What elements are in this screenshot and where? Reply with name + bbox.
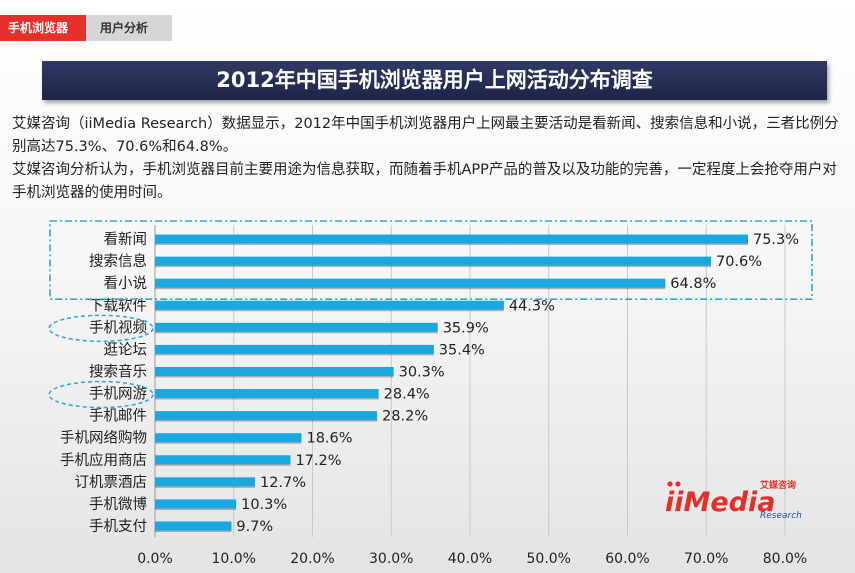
x-tick-label: 40.0% xyxy=(448,551,492,567)
category-label: 手机微博 xyxy=(89,496,147,513)
chart-bars xyxy=(155,234,748,532)
category-label: 订机票酒店 xyxy=(75,474,148,491)
bar xyxy=(155,366,394,376)
x-tick-label: 80.0% xyxy=(763,551,807,567)
logo-cn-text: 艾媒咨询 xyxy=(760,479,796,491)
bar xyxy=(155,256,711,266)
bar xyxy=(155,389,379,399)
x-tick-label: 30.0% xyxy=(369,551,413,567)
category-label: 手机邮件 xyxy=(89,408,147,425)
description-paragraph-2: 艾媒咨询分析认为，手机浏览器目前主要用途为信息获取，而随着手机APP产品的普及以… xyxy=(12,162,837,201)
category-label: 看新闻 xyxy=(104,231,148,248)
x-tick-label: 60.0% xyxy=(605,551,649,567)
category-label: 下载软件 xyxy=(89,297,147,314)
logo-sub-text: Research xyxy=(760,511,802,521)
value-label: 75.3% xyxy=(753,232,799,248)
bar xyxy=(155,499,237,509)
description-paragraph-1: 艾媒咨询（iiMedia Research）数据显示，2012年中国手机浏览器用… xyxy=(12,116,839,155)
chart-category-labels: 看新闻搜索信息看小说下载软件手机视频逛论坛搜索音乐手机网游手机邮件手机网络购物手… xyxy=(60,231,147,535)
x-tick-label: 10.0% xyxy=(212,551,256,567)
bar xyxy=(155,300,504,310)
bar xyxy=(155,344,434,354)
category-label: 看小说 xyxy=(104,275,148,292)
value-label: 28.2% xyxy=(382,409,428,425)
value-label: 18.6% xyxy=(306,431,352,447)
highlight-box xyxy=(49,220,813,301)
page-title: 2012年中国手机浏览器用户上网活动分布调查 xyxy=(42,61,827,100)
value-label: 44.3% xyxy=(509,298,555,314)
value-label: 35.9% xyxy=(443,320,489,336)
bar xyxy=(155,278,666,288)
category-label: 搜索信息 xyxy=(89,253,147,270)
category-label: 逛论坛 xyxy=(104,341,148,358)
logo-brand-text: iiMedia xyxy=(665,487,776,518)
value-label: 12.7% xyxy=(260,475,306,491)
category-label: 搜索音乐 xyxy=(89,363,147,380)
bar xyxy=(155,322,438,332)
x-tick-label: 0.0% xyxy=(137,551,173,567)
category-label: 手机网游 xyxy=(89,386,147,403)
highlight-ellipse xyxy=(48,314,154,343)
value-label: 70.6% xyxy=(716,254,762,270)
chart-value-labels: 75.3% 70.6%64.8% 44.3% 35.9% 35.4% 30.3% 28.4%… xyxy=(236,232,799,535)
chart-x-tick-labels: 0.0% 10.0% 20.0% 30.0% 40.0% 50.0% 60.0% 70.0% 8… xyxy=(137,551,807,567)
tab-user-analysis[interactable]: 用户分析 xyxy=(86,15,172,41)
value-label: 35.4% xyxy=(439,342,485,358)
bar xyxy=(155,411,378,421)
bar xyxy=(155,477,256,487)
value-label: 30.3% xyxy=(399,364,445,380)
value-label: 17.2% xyxy=(295,453,341,469)
value-label: 64.8% xyxy=(670,276,716,292)
bar xyxy=(155,234,748,244)
value-label: 10.3% xyxy=(241,497,287,513)
iimedia-logo: iiMedia 艾媒咨询 Research xyxy=(665,479,802,521)
bar xyxy=(155,455,291,465)
value-label: 9.7% xyxy=(236,519,273,535)
description: 艾媒咨询（iiMedia Research）数据显示，2012年中国手机浏览器用… xyxy=(12,113,842,205)
chart-annotations xyxy=(48,220,813,409)
category-label: 手机应用商店 xyxy=(60,451,147,469)
category-label: 手机支付 xyxy=(89,518,147,535)
bar xyxy=(155,433,302,443)
highlight-ellipse xyxy=(48,380,154,409)
value-label: 28.4% xyxy=(384,387,430,403)
category-label: 手机视频 xyxy=(89,319,147,336)
category-label: 手机网络购物 xyxy=(60,430,147,447)
breadcrumb-tabs: 手机浏览器 用户分析 xyxy=(0,15,172,41)
x-tick-label: 70.0% xyxy=(684,551,728,567)
x-tick-label: 50.0% xyxy=(527,551,571,567)
bar xyxy=(155,521,232,531)
x-tick-label: 20.0% xyxy=(290,551,334,567)
